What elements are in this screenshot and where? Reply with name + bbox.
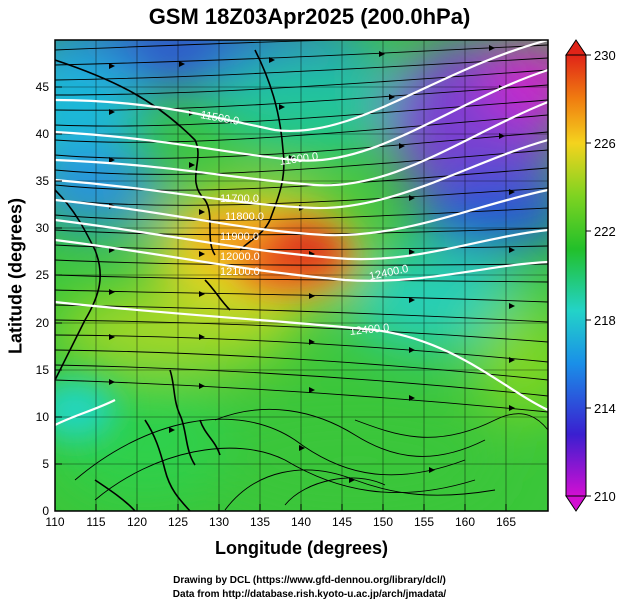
contour-label: 12100.0 — [220, 266, 260, 278]
y-ticks — [55, 86, 62, 512]
colorbar-gradient — [565, 54, 587, 497]
y-tick-label: 0 — [42, 504, 49, 518]
plot-frame — [54, 39, 549, 512]
contour-label: 11800.0 — [225, 211, 264, 223]
colorbar-label: 218 — [594, 313, 616, 328]
contour-labels: 11500.0 11600.0 11700.0 11800.0 11900.0 … — [199, 109, 409, 338]
colorbar-top-arrow — [565, 39, 587, 56]
x-tick-label: 135 — [250, 515, 270, 529]
x-tick-label: 160 — [455, 515, 475, 529]
contour-label: 11900.0 — [220, 231, 259, 243]
y-tick-label: 15 — [36, 363, 50, 377]
contour-label: 12000.0 — [220, 251, 260, 263]
colorbar: 230 226 222 218 214 210 — [565, 39, 616, 512]
y-axis-title-wrap: Latitude (degrees) — [0, 0, 30, 605]
colorbar-bottom-arrow — [565, 495, 587, 512]
x-tick-label: 165 — [496, 515, 516, 529]
x-axis-title: Longitude (degrees) — [214, 538, 388, 558]
y-tick-label: 25 — [36, 268, 50, 282]
y-tick-label: 40 — [36, 127, 50, 141]
x-ticks — [54, 504, 507, 511]
x-tick-label: 115 — [86, 515, 105, 529]
map-plot-area: 11500.0 11600.0 11700.0 11800.0 11900.0 … — [55, 40, 548, 511]
coastlines — [55, 49, 285, 511]
geopotential-contours — [55, 40, 548, 426]
y-tick-labels: 0 5 10 15 20 25 30 35 40 45 — [36, 80, 50, 518]
map-canvas: 11500.0 11600.0 11700.0 11800.0 11900.0 … — [55, 40, 548, 511]
y-axis-title: Latitude (degrees) — [5, 197, 26, 355]
colorbar-label: 226 — [594, 136, 616, 151]
x-tick-label: 130 — [209, 515, 229, 529]
x-tick-label: 150 — [373, 515, 393, 529]
y-tick-label: 30 — [36, 221, 50, 235]
chart-title: GSM 18Z03Apr2025 (200.0hPa) — [148, 4, 471, 29]
contour-label: 11600.0 — [279, 151, 319, 168]
y-tick-label: 5 — [42, 457, 49, 471]
colorbar-label: 222 — [594, 224, 616, 239]
y-tick-label: 10 — [36, 410, 50, 424]
x-tick-label: 140 — [291, 515, 311, 529]
x-tick-label: 120 — [127, 515, 147, 529]
wind-arrow-heads — [109, 45, 515, 483]
y-tick-label: 20 — [36, 316, 50, 330]
contour-label: 12400.0 — [349, 322, 390, 338]
x-tick-label: 155 — [414, 515, 434, 529]
colorbar-label: 214 — [594, 401, 616, 416]
y-tick-label: 35 — [36, 174, 50, 188]
credit-drawing: Drawing by DCL (https://www.gfd-dennou.o… — [173, 575, 446, 586]
x-tick-labels: 110 115 120 125 130 135 140 145 150 155 … — [45, 515, 516, 529]
credit-data-source: Data from http://database.rish.kyoto-u.a… — [172, 589, 447, 600]
colorbar-label: 210 — [594, 489, 616, 504]
x-tick-label: 125 — [168, 515, 188, 529]
x-tick-label: 145 — [332, 515, 352, 529]
contour-label: 11700.0 — [220, 193, 259, 205]
colorbar-label: 230 — [594, 48, 616, 63]
x-tick-label: 110 — [45, 515, 64, 529]
y-tick-label: 45 — [36, 80, 50, 94]
